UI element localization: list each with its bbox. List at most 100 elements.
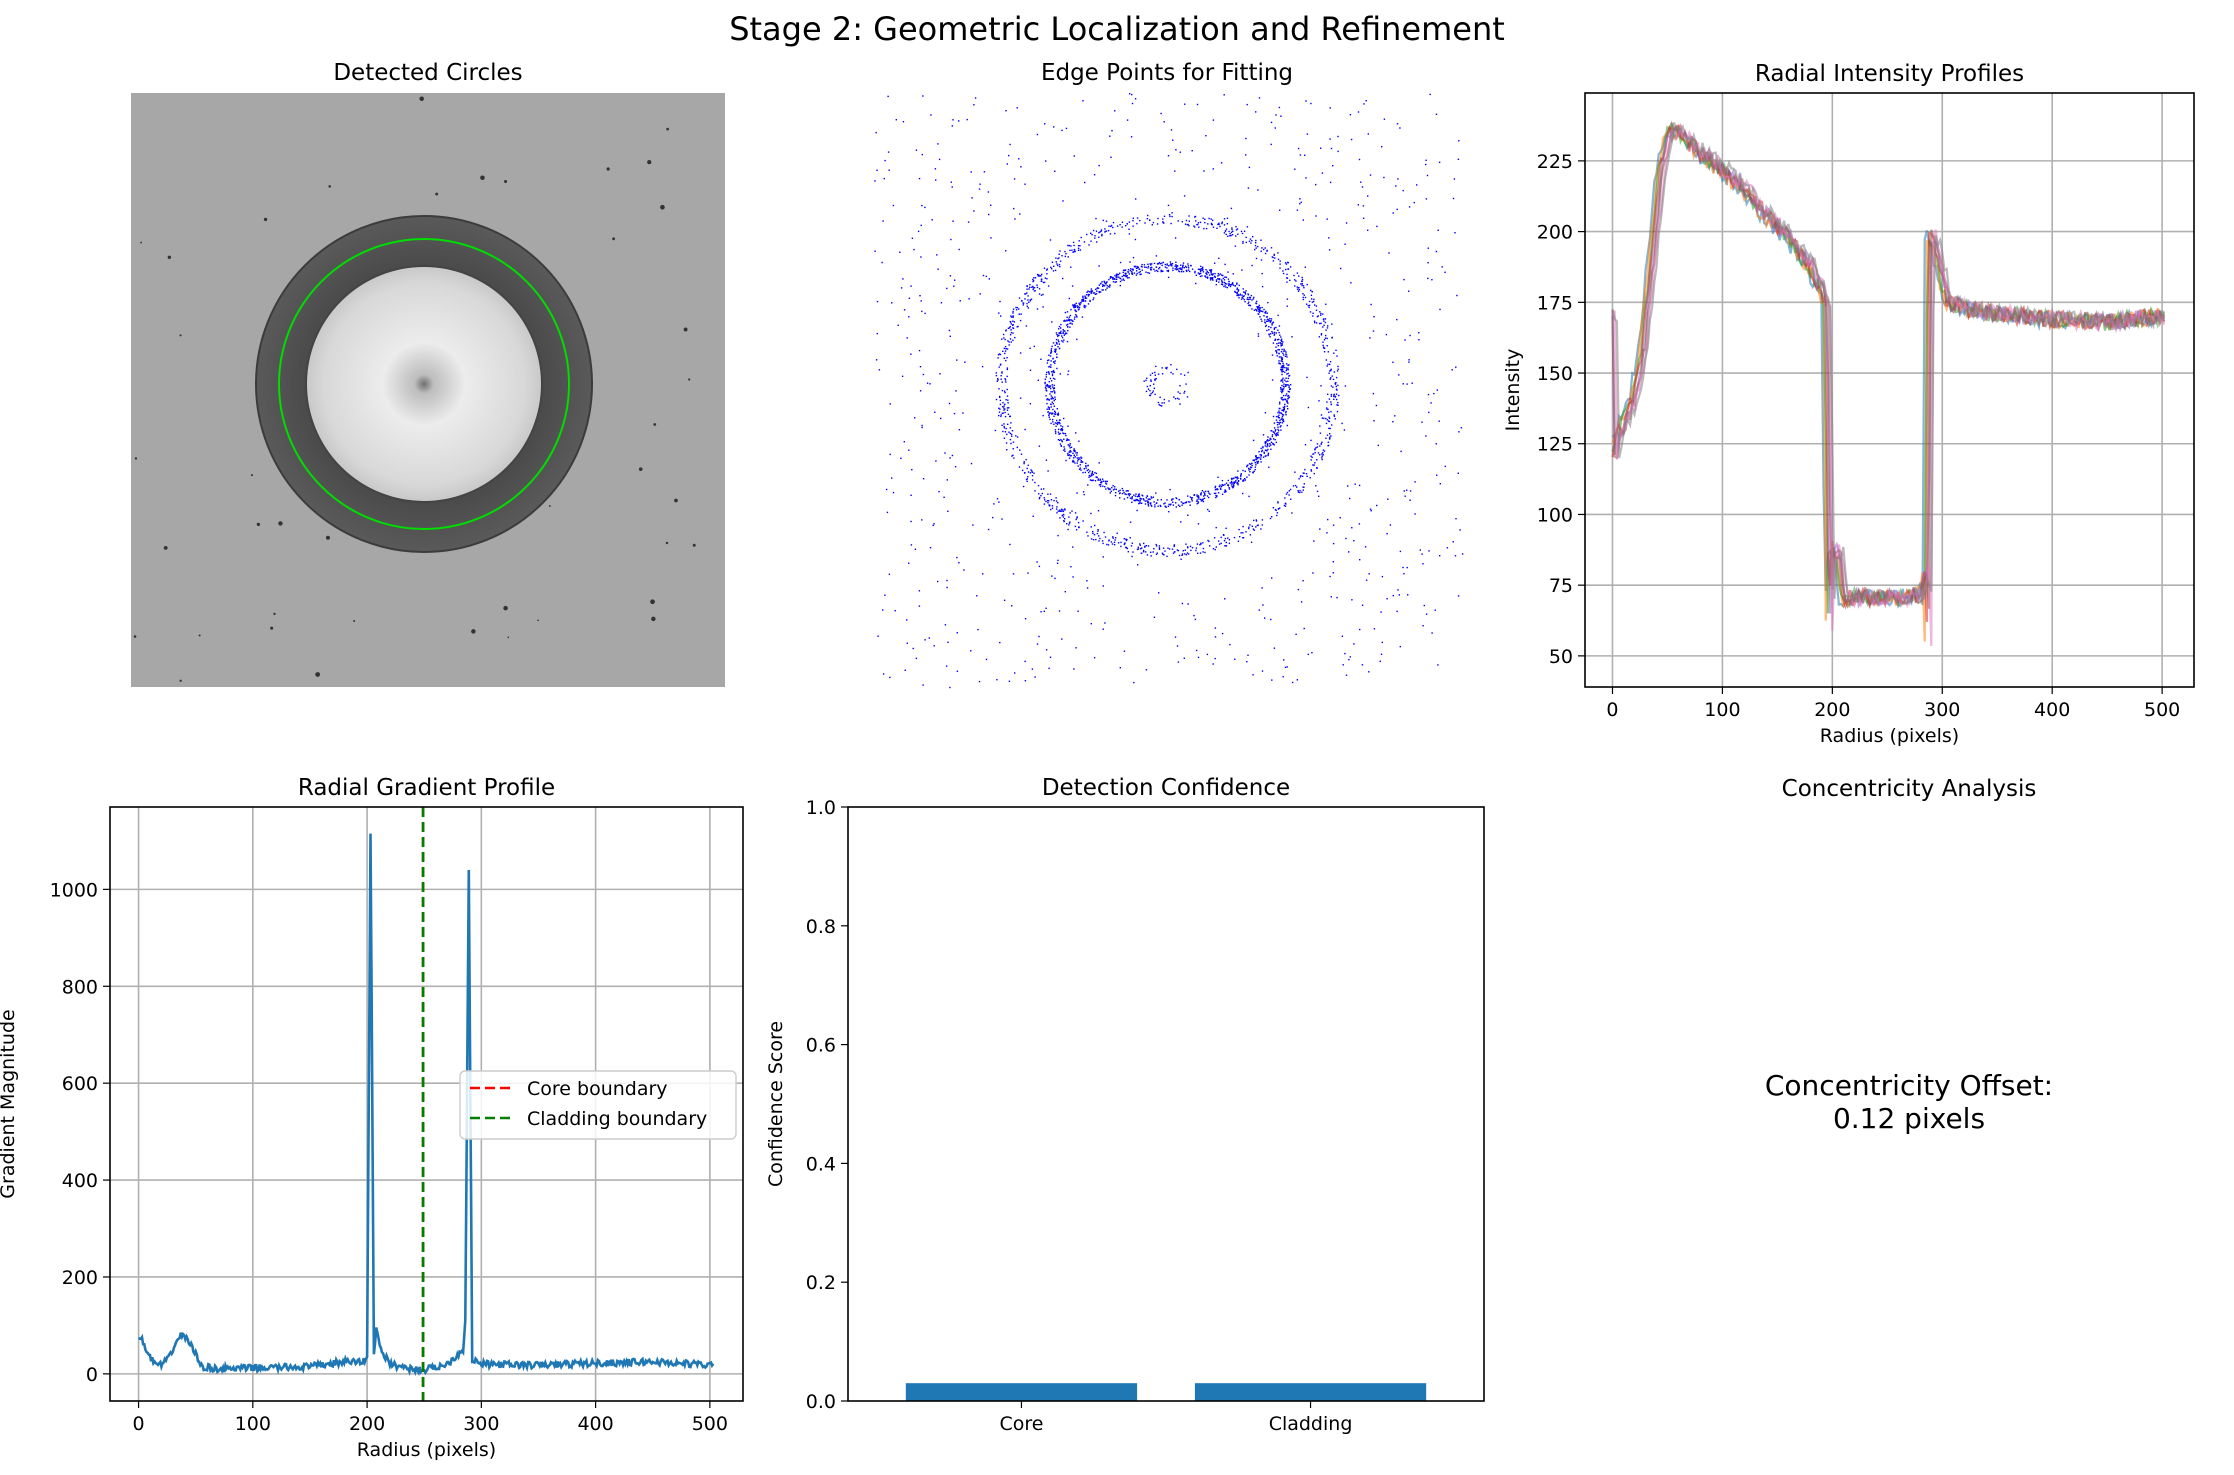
edge-point <box>914 548 917 550</box>
x-tick-label: 400 <box>577 1413 613 1435</box>
edge-point <box>1085 297 1088 299</box>
edge-point <box>1379 660 1381 662</box>
edge-point <box>1301 283 1303 285</box>
edge-point <box>1267 320 1269 322</box>
edge-point <box>904 669 906 671</box>
edge-point <box>1262 456 1265 458</box>
edge-point <box>1247 296 1249 299</box>
edge-point <box>1226 286 1229 289</box>
edge-point <box>1231 228 1233 231</box>
edge-point <box>1150 502 1152 504</box>
edge-point <box>908 316 910 318</box>
x-tick-label: Cladding <box>1269 1413 1353 1435</box>
edge-point <box>1012 339 1014 341</box>
edge-point <box>950 181 952 183</box>
edge-point <box>1122 489 1124 492</box>
edge-point <box>1138 495 1141 498</box>
edge-point <box>895 119 897 121</box>
edge-point <box>1436 389 1438 391</box>
edge-point <box>1009 143 1011 146</box>
edge-point <box>1273 327 1276 329</box>
edge-point <box>1169 488 1171 491</box>
edge-point <box>1239 536 1241 538</box>
edge-point <box>1012 310 1014 313</box>
edge-point <box>1316 490 1319 493</box>
edge-point <box>1151 505 1153 507</box>
edge-point <box>1158 592 1160 594</box>
edge-point <box>1099 291 1102 293</box>
edge-point <box>1314 462 1316 464</box>
speck <box>179 679 182 682</box>
edge-point <box>1054 431 1057 433</box>
edge-point <box>1055 500 1058 502</box>
edge-point <box>962 412 964 414</box>
edge-point <box>1251 525 1253 527</box>
chart-title: Radial Intensity Profiles <box>1755 61 2024 87</box>
edge-point <box>1345 222 1348 224</box>
edge-point <box>1030 298 1033 300</box>
edge-point <box>1357 111 1360 113</box>
edge-point <box>1282 388 1285 390</box>
edge-point <box>1326 337 1328 340</box>
edge-point <box>1184 390 1186 393</box>
edge-point <box>1283 408 1285 411</box>
edge-point <box>1066 523 1068 525</box>
edge-point <box>1278 331 1280 334</box>
edge-point <box>1339 517 1341 519</box>
edge-point <box>1078 526 1080 528</box>
edge-point <box>1078 457 1080 459</box>
edge-point <box>1152 221 1155 224</box>
edge-point <box>1101 281 1103 283</box>
edge-point <box>1276 512 1279 514</box>
edge-point <box>1281 370 1283 372</box>
edge-point <box>1215 526 1217 529</box>
edge-point <box>1003 423 1005 425</box>
edge-point <box>1348 551 1350 553</box>
edge-point <box>1236 282 1238 284</box>
edge-point <box>1090 512 1092 515</box>
edge-point <box>1322 454 1324 456</box>
edge-point <box>1070 266 1072 268</box>
edge-point <box>1272 507 1275 509</box>
edge-point <box>1156 223 1159 225</box>
edge-point <box>1199 272 1201 275</box>
edge-point <box>1087 535 1089 537</box>
edge-point <box>1144 546 1146 548</box>
edge-point <box>1012 573 1015 575</box>
edge-point <box>1173 544 1175 546</box>
x-tick-label: 300 <box>1924 699 1960 721</box>
edge-point <box>1204 218 1206 220</box>
edge-point <box>1045 388 1047 390</box>
edge-point <box>1280 345 1282 347</box>
edge-point <box>1439 483 1441 485</box>
edge-point <box>1089 300 1091 303</box>
edge-point <box>1107 230 1110 232</box>
edge-point <box>1320 147 1322 149</box>
edge-point <box>1372 330 1375 332</box>
edge-point <box>1277 434 1279 436</box>
edge-point <box>1112 226 1114 229</box>
edge-point <box>1150 269 1153 271</box>
edge-point <box>1328 411 1330 413</box>
edge-point <box>1229 233 1231 235</box>
edge-point <box>1031 479 1034 481</box>
y-tick-label: 0.6 <box>806 1035 836 1057</box>
edge-point <box>1171 548 1174 550</box>
edge-point <box>1029 300 1032 302</box>
edge-point <box>1214 275 1216 277</box>
edge-point <box>1053 499 1055 502</box>
speck <box>647 159 652 165</box>
edge-point <box>1126 538 1128 541</box>
edge-point <box>1287 402 1289 404</box>
edge-point <box>1309 477 1311 479</box>
edge-point <box>1026 302 1028 305</box>
edge-point <box>1212 273 1214 275</box>
edge-point <box>1005 427 1007 430</box>
edge-point <box>1270 448 1272 450</box>
edge-point <box>1312 453 1314 455</box>
edge-point <box>1228 487 1230 489</box>
edge-point <box>1284 262 1287 264</box>
edge-point <box>973 210 975 212</box>
edge-point <box>1425 159 1427 161</box>
edge-point <box>1260 458 1262 460</box>
